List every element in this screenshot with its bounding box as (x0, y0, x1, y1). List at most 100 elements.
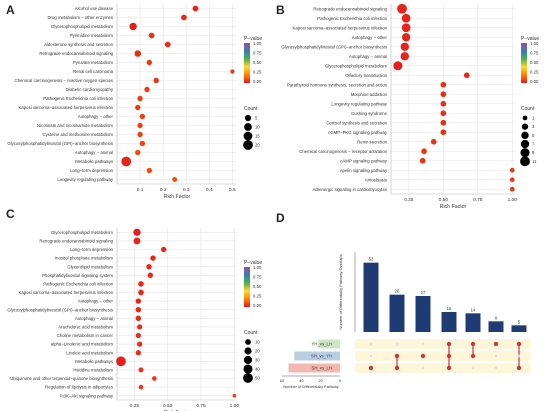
y-tick-label: Retrograde endocannabinoid signaling (313, 6, 387, 11)
data-point (135, 315, 142, 322)
intersection-dot-inactive (517, 354, 521, 358)
y-tick-label: Renin secretion (357, 139, 387, 144)
intersection-dot-active (446, 353, 452, 359)
bar (389, 294, 405, 332)
y-tick-label: Morphine addiction (351, 92, 388, 97)
y-tick-label: Autophagy − animal (349, 54, 387, 59)
data-point (138, 384, 144, 390)
x-axis-title: Rich Factor (164, 194, 191, 200)
data-point (146, 263, 152, 270)
panel-b: B Retrograde endocannabinoid signaling Pat… (276, 3, 539, 210)
x-tick-label: 0.1 (137, 187, 144, 193)
legend-count-dot (520, 139, 530, 149)
y-tick-label: Linoleic acid metabolism (66, 350, 113, 355)
y-tick-label: Glycerolipid metabolism (67, 264, 113, 269)
data-point (135, 104, 141, 111)
data-point (135, 306, 142, 313)
bar-value-label: 14 (471, 307, 476, 312)
y-tick-label: Ubiquinone and other terpenoid−quinone b… (10, 376, 113, 381)
panel-d: D Number of Differentially Pathway Overla… (276, 211, 531, 389)
data-point (147, 272, 154, 279)
legend-count-title: Count (244, 106, 258, 112)
legend-count-label: 1 (532, 116, 535, 121)
y-tick-label: Pyrimidine metabolism (70, 33, 114, 38)
legend-pvalue-tick: 0.50 (253, 284, 262, 289)
x-tick-label: 0.2 (160, 187, 167, 193)
data-point (135, 332, 141, 339)
y-tick-label: Metabolic pathways (75, 159, 113, 164)
y-tick-label: Chemical carcinogenesis − reactive oxyge… (14, 78, 113, 83)
data-point (397, 3, 407, 14)
set-size-bar (288, 363, 340, 373)
data-point (440, 110, 447, 117)
legend-count-dot (243, 373, 253, 383)
y-tick-label: Autophagy − other (352, 35, 388, 40)
data-point (419, 157, 426, 164)
intersection-dot-active (394, 365, 400, 371)
data-point (138, 367, 144, 373)
data-point (440, 129, 447, 136)
panel-label: B (276, 3, 285, 17)
data-point (137, 341, 143, 347)
data-point (401, 23, 411, 33)
data-point (160, 246, 167, 253)
data-point (172, 177, 178, 182)
x-tick-label: 1.00 (230, 403, 240, 409)
legend-pvalue-tick: 0.25 (530, 70, 539, 75)
data-point (440, 91, 447, 98)
y-tick-label: Renal cell carcinoma (73, 69, 113, 74)
data-point (139, 113, 146, 120)
legend-count-label: 50 (255, 376, 260, 381)
legend-count-dot (244, 347, 252, 355)
data-point (152, 376, 157, 381)
bar-value-label: 5 (518, 319, 521, 324)
legend-count-dot (244, 123, 252, 131)
legend-count-dot (243, 131, 253, 141)
data-point (440, 100, 447, 107)
legend-count-label: 15 (255, 134, 260, 139)
y-tick-label: Glycerophospholipid metabolism (51, 24, 114, 29)
y-tick-label: Choline metabolism in cancer (57, 333, 114, 338)
x-tick-label: 0.50 (439, 197, 449, 203)
data-point (230, 69, 235, 74)
matrix-row-band (355, 351, 531, 361)
panel-label: A (6, 3, 15, 17)
data-point (137, 324, 143, 330)
intersection-dot-inactive (395, 342, 399, 346)
bar (363, 262, 379, 332)
y-tick-label: Drug metabolism − other enzymes (47, 15, 113, 20)
data-point (133, 237, 141, 245)
legend-pvalue-title: P−value (244, 36, 262, 42)
legend-pvalue-tick: 0.25 (253, 70, 262, 75)
legend-pvalue-tick: 1.00 (253, 265, 262, 270)
legend-pvalue-tick: 1.00 (530, 41, 539, 46)
bar (441, 312, 457, 332)
data-point (509, 167, 515, 173)
y-tick-label: Kaposi sarcoma−associated herpesvirus in… (19, 290, 114, 295)
data-point (135, 350, 141, 356)
y-tick-label: Pathogenic Escherichia coli infection (43, 96, 113, 101)
x-tick-label: 0.25 (404, 197, 414, 203)
legend-pvalue-bar (244, 267, 250, 307)
y-tick-label: Aldosterone synthesis and secretion (44, 42, 114, 47)
y-tick-label: Autophagy − other (78, 299, 114, 304)
y-tick-label: Longevity regulating pathway (57, 177, 114, 182)
data-point (133, 228, 141, 236)
intersection-dot-inactive (369, 354, 373, 358)
legend-count-label: 7 (532, 142, 535, 147)
x-tick-label: 0.75 (196, 403, 206, 409)
panel-a: A Alcohol use disease Drug metabolism − ot… (6, 3, 262, 200)
data-point (116, 356, 126, 367)
y-tick-label: PI3K−Akt signaling pathway (60, 393, 114, 398)
legend-pvalue-tick: 1.00 (253, 41, 262, 46)
y-tick-label: Regulation of lipolysis in adipocytes (45, 385, 113, 390)
data-point (430, 138, 437, 145)
legend-count-title: Count (521, 106, 535, 112)
y-tick-label: Glycosylphosphatidylinositol (GPI)−ancho… (7, 141, 113, 146)
y-tick-label: Long−term depression (70, 247, 113, 252)
set-size-tick: 60 (280, 379, 284, 383)
legend-count-label: 5 (532, 133, 535, 138)
data-point (134, 50, 142, 57)
x-tick-label: 0.75 (473, 197, 483, 203)
bar-y-axis-title: Number of Differentially Pathway Overlap… (338, 254, 343, 329)
